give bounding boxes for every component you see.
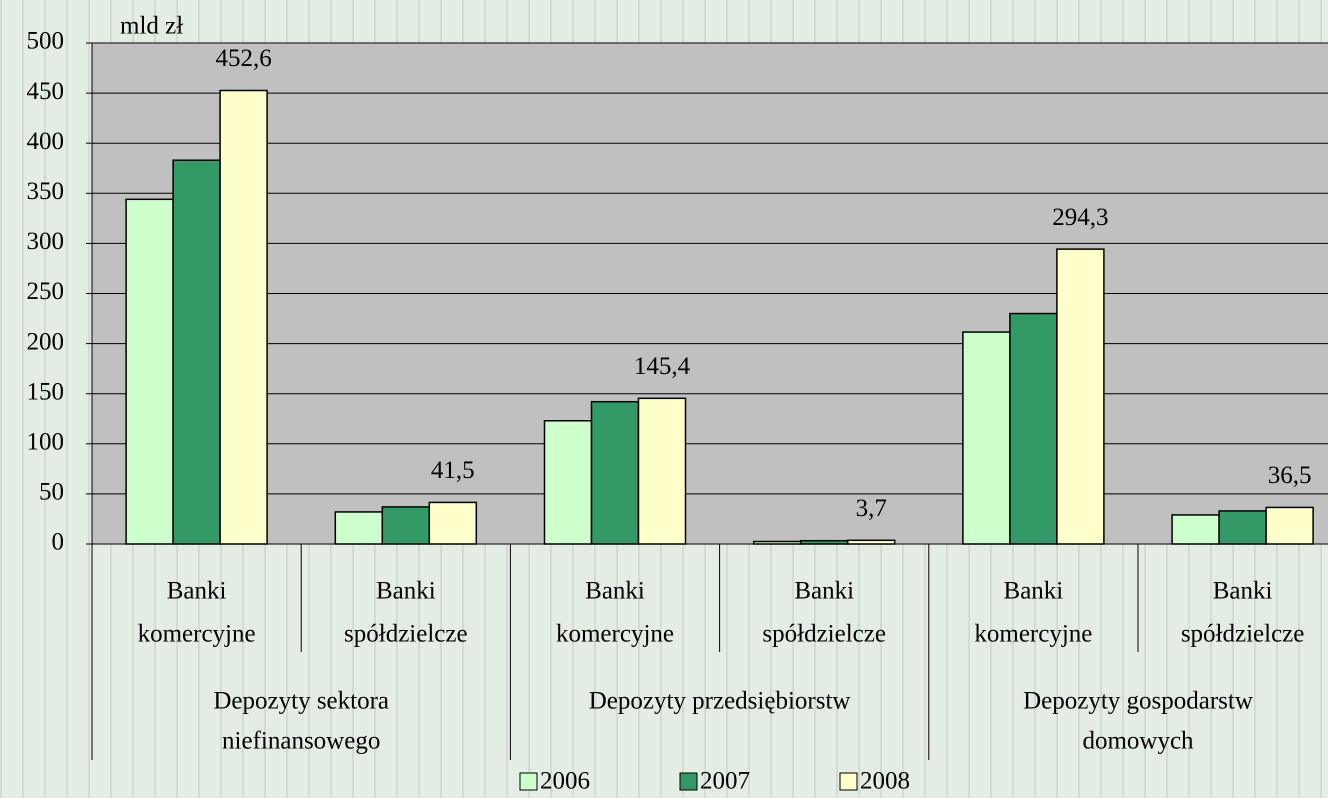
bar: [1265, 506, 1314, 545]
legend-label: 2008: [860, 768, 910, 795]
legend-label: 2007: [700, 768, 750, 795]
group-label: Depozyty gospodarstw: [1023, 688, 1253, 715]
legend-label: 2006: [540, 768, 590, 795]
x-tick-label: komercyjne: [138, 621, 256, 648]
x-tick-label: Banki: [794, 578, 854, 605]
y-tick-label: 400: [27, 128, 65, 155]
bar: [334, 511, 384, 545]
bar: [590, 400, 640, 545]
data-label: 36,5: [1268, 462, 1312, 489]
x-tick-label: Banki: [1004, 578, 1064, 605]
bar: [543, 420, 593, 545]
x-tick-label: spółdzielcze: [344, 621, 468, 648]
y-tick-label: 50: [39, 479, 64, 506]
group-label: Depozyty przedsiębiorstw: [589, 688, 851, 715]
x-tick-label: komercyjne: [556, 621, 674, 648]
data-label: 3,7: [856, 495, 887, 522]
bar: [1056, 248, 1105, 545]
x-tick-label: Banki: [1213, 578, 1273, 605]
bar: [637, 397, 687, 545]
group-label: domowych: [1082, 728, 1194, 755]
y-axis-unit: mld zł: [120, 13, 183, 40]
legend-swatch: [839, 772, 858, 791]
bar: [1009, 312, 1058, 545]
bar: [172, 159, 221, 545]
x-tick-label: Banki: [585, 578, 645, 605]
group-label: Depozyty sektora: [213, 688, 389, 715]
y-tick-label: 250: [27, 278, 65, 305]
legend-swatch: [679, 772, 698, 791]
y-tick-label: 150: [27, 378, 65, 405]
y-tick-label: 450: [27, 78, 65, 105]
x-tick-label: Banki: [167, 578, 227, 605]
y-tick-label: 200: [27, 328, 65, 355]
x-tick-label: komercyjne: [974, 621, 1092, 648]
bar: [219, 89, 268, 545]
bar: [1218, 510, 1267, 545]
y-tick-label: 500: [27, 28, 65, 55]
data-label: 41,5: [431, 457, 475, 484]
y-tick-label: 0: [52, 529, 65, 556]
data-label: 145,4: [634, 353, 691, 380]
bar: [125, 198, 174, 545]
y-tick-label: 350: [27, 178, 65, 205]
y-tick-label: 300: [27, 228, 65, 255]
bar: [428, 501, 478, 545]
bar: [962, 331, 1011, 545]
legend-swatch: [519, 772, 538, 791]
x-tick-label: spółdzielcze: [762, 621, 886, 648]
data-label: 294,3: [1052, 204, 1108, 231]
bar: [846, 539, 896, 545]
x-tick-label: Banki: [376, 578, 436, 605]
bar: [381, 506, 431, 545]
y-tick-label: 100: [27, 429, 65, 456]
bar: [1171, 514, 1220, 545]
group-label: niefinansowego: [222, 728, 380, 755]
x-tick-label: spółdzielcze: [1181, 621, 1305, 648]
data-label: 452,6: [215, 45, 271, 72]
